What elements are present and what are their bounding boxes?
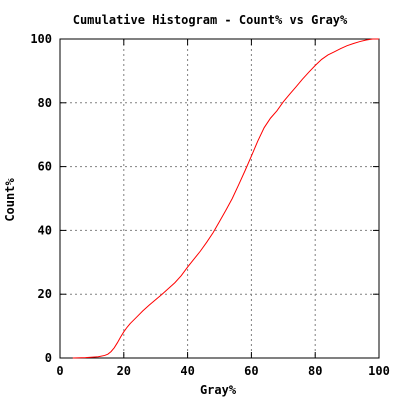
y-tick-label: 40 — [38, 223, 52, 237]
y-tick-label: 0 — [45, 351, 52, 365]
x-tick-label: 80 — [308, 364, 322, 378]
x-tick-label: 40 — [180, 364, 194, 378]
x-tick-label: 0 — [56, 364, 63, 378]
y-tick-label: 80 — [38, 96, 52, 110]
y-tick-label: 100 — [30, 32, 52, 46]
x-tick-label: 100 — [368, 364, 390, 378]
plot-area-frame — [59, 38, 380, 359]
y-tick-label: 20 — [38, 287, 52, 301]
y-tick-label: 60 — [38, 160, 52, 174]
x-axis-label: Gray% — [200, 383, 237, 397]
x-tick-label: 60 — [244, 364, 258, 378]
x-tick-label: 20 — [117, 364, 131, 378]
cumulative-series-line — [72, 38, 379, 359]
chart-title: Cumulative Histogram - Count% vs Gray% — [73, 13, 348, 27]
y-axis-label: Count% — [3, 178, 17, 222]
